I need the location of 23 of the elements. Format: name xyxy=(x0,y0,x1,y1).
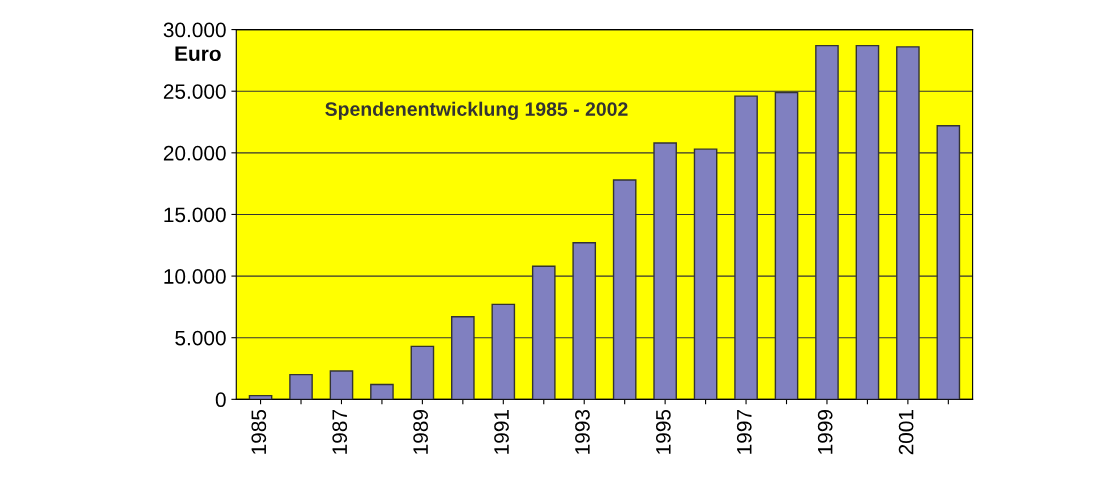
bar xyxy=(248,394,273,400)
bar xyxy=(329,370,354,400)
text: Spendenentwicklung 1985 - 2002 xyxy=(325,101,628,120)
x-tick-label: 1987 xyxy=(332,410,348,454)
bar xyxy=(370,383,394,400)
y-tick-label: 0 xyxy=(215,392,226,408)
x-tick-label: 2001 xyxy=(898,410,914,455)
y-tick-label: 30.000 xyxy=(163,22,226,38)
x-tick-label: 1991 xyxy=(494,410,509,454)
y-tick-label: 20.000 xyxy=(163,145,226,161)
y-axis-title: Euro xyxy=(175,46,221,62)
x-tick-label: 1999 xyxy=(817,410,833,454)
bar xyxy=(410,345,435,400)
bar xyxy=(289,373,313,400)
x-tick-label: 1985 xyxy=(251,409,267,454)
y-tick-label: 10.000 xyxy=(164,269,226,284)
x-tick-label: 1993 xyxy=(575,409,590,454)
x-tick-label: 1995 xyxy=(655,409,671,454)
x-tick-label: 1997 xyxy=(736,410,752,454)
y-tick-label: 5.000 xyxy=(175,330,226,346)
y-tick-label: 15.000 xyxy=(164,207,226,223)
y-tick-label: 25.000 xyxy=(163,84,226,99)
x-tick-label: 1989 xyxy=(413,410,428,454)
